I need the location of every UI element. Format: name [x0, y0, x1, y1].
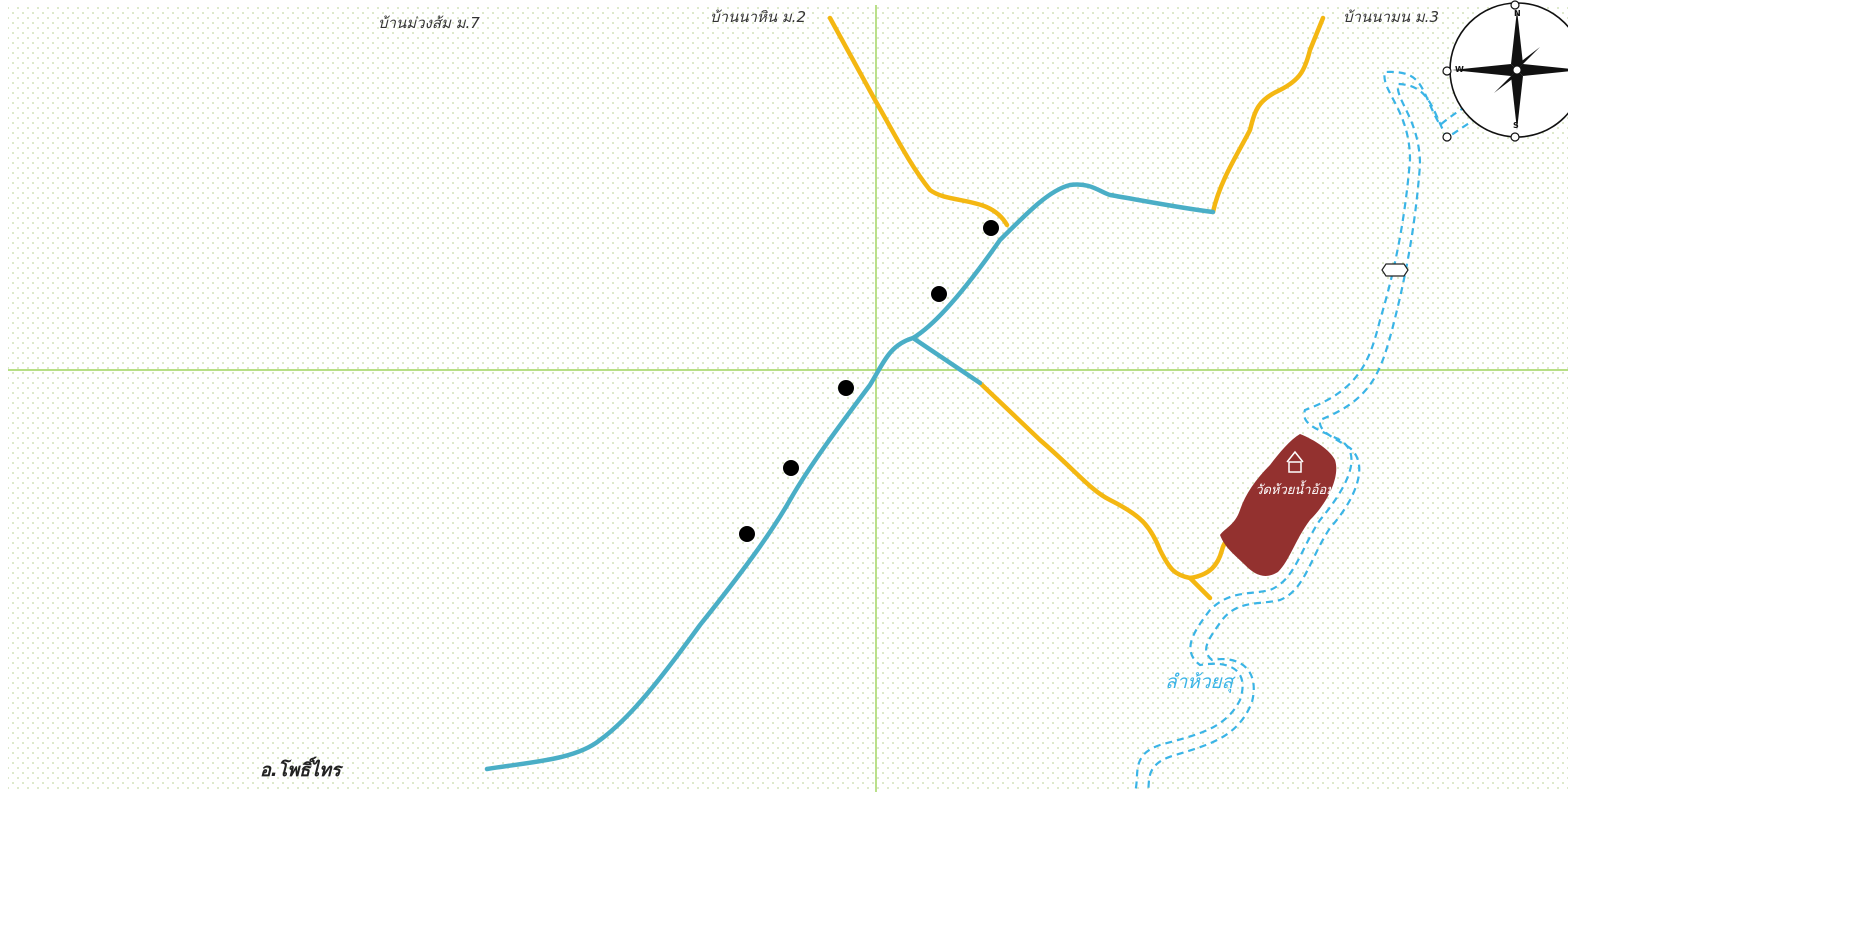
temple-label: วัดห้วยน้ำอ้อม [1255, 480, 1336, 498]
stream [1133, 61, 1566, 792]
star-marker-icon [838, 380, 854, 396]
compass-south-label: S [1513, 121, 1519, 130]
star-marker-icon [739, 526, 755, 542]
dot-pattern-fill [8, 5, 1568, 792]
label-ban-na-mon: บ้านนามน ม.3 [1343, 8, 1439, 26]
label-stream: ลำห้วยสุ [1165, 671, 1237, 693]
markers [739, 220, 999, 542]
label-ban-na-hin: บ้านนาหิน ม.2 [710, 8, 806, 26]
road-to-ban-na-hin [827, 15, 1010, 228]
label-ban-muang-som: บ้านม่วงส้ม ม.7 [378, 14, 480, 32]
label-district: อ.โพธิ์ไทร [260, 756, 344, 781]
star-marker-icon [783, 460, 799, 476]
main-roads [484, 182, 1216, 772]
road-spur [1187, 575, 1213, 601]
main-road [484, 182, 1216, 772]
temple-area-shape [1220, 434, 1337, 576]
gate-icon [1381, 263, 1409, 277]
temple-icon [1286, 450, 1304, 473]
compass-rose-icon: N S W [1442, 0, 1568, 142]
compass-north-label: N [1514, 9, 1521, 18]
star-marker-icon [931, 286, 947, 302]
map-canvas[interactable]: วัดห้วยน้ำอ้อม บ้านม่วงส้ม ม.7 บ้านนาหิน… [0, 0, 1568, 792]
star-marker-icon [983, 220, 999, 236]
main-road-branch [910, 335, 983, 386]
temple-area[interactable]: วัดห้วยน้ำอ้อม [1220, 434, 1337, 576]
road-to-ban-na-mon [1210, 15, 1326, 215]
compass-west-label: W [1455, 65, 1464, 74]
